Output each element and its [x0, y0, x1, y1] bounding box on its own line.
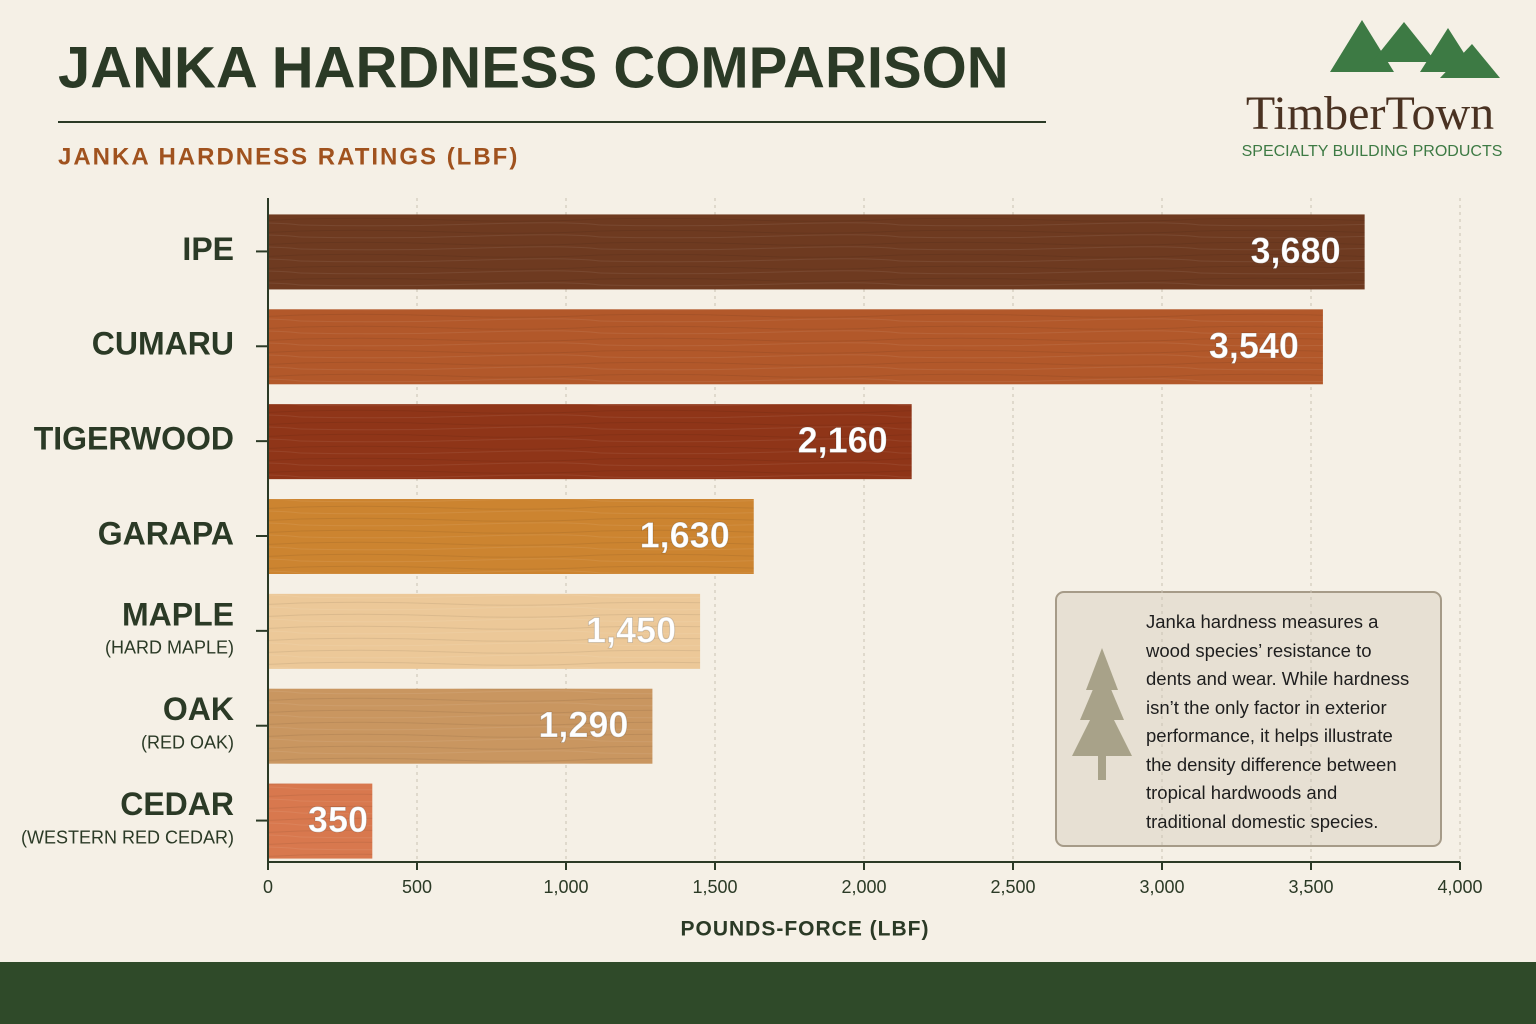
bar-grain — [268, 783, 373, 859]
category-label: TIGERWOOD — [34, 421, 234, 457]
footer-band — [0, 962, 1536, 1024]
bar-grain — [268, 499, 754, 574]
x-tick-label: 3,000 — [1139, 877, 1184, 897]
note-text: Janka hardness measures a wood species’ … — [1146, 611, 1410, 832]
x-tick-label: 2,500 — [990, 877, 1035, 897]
value-label: 1,630 — [640, 515, 730, 556]
value-label: 3,540 — [1209, 325, 1299, 366]
x-tick-label: 3,500 — [1288, 877, 1333, 897]
category-label: OAK — [163, 691, 234, 727]
x-axis-label: POUNDS-FORCE (LBF) — [681, 918, 930, 941]
bar-grain — [268, 688, 653, 764]
value-label: 350 — [308, 799, 368, 840]
logo-name: TimberTown — [1246, 87, 1494, 140]
x-tick-label: 1,500 — [692, 877, 737, 897]
category-label: CEDAR — [120, 786, 234, 822]
x-tick-label: 2,000 — [841, 877, 886, 897]
value-label: 1,450 — [586, 609, 676, 650]
category-note: (HARD MAPLE) — [105, 638, 234, 658]
logo-trees — [1330, 20, 1500, 78]
x-tick-label: 1,000 — [543, 877, 588, 897]
value-label: 1,290 — [538, 704, 628, 745]
bar-grain — [268, 214, 1365, 290]
logo-tagline: SPECIALTY BUILDING PRODUCTS — [1242, 143, 1503, 160]
tree-icon — [1072, 648, 1132, 780]
x-tick-label: 0 — [263, 877, 273, 897]
note-box — [1055, 591, 1442, 847]
bar-grain — [268, 593, 701, 669]
chart-title: JANKA HARDNESS COMPARISON — [58, 35, 1009, 100]
x-tick-label: 4,000 — [1437, 877, 1482, 897]
category-label: IPE — [182, 231, 234, 267]
category-note: (WESTERN RED CEDAR) — [21, 827, 234, 847]
bar-grain — [268, 404, 912, 480]
value-label: 2,160 — [798, 420, 888, 461]
bar-grain — [268, 309, 1323, 385]
chart-subtitle: JANKA HARDNESS RATINGS (LBF) — [58, 143, 519, 170]
category-note: (RED OAK) — [141, 732, 234, 752]
value-label: 3,680 — [1251, 230, 1341, 271]
category-label: MAPLE — [122, 596, 234, 632]
category-label: CUMARU — [92, 326, 234, 362]
x-tick-label: 500 — [402, 877, 432, 897]
category-label: GARAPA — [98, 515, 234, 551]
